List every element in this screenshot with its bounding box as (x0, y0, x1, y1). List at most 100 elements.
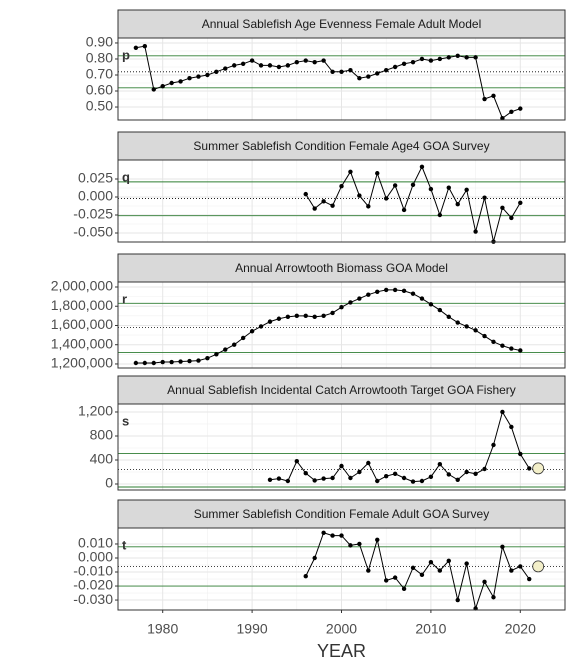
point (151, 360, 156, 366)
point (348, 475, 353, 481)
point (455, 53, 460, 58)
panel-title: Annual Sablefish Age Evenness Female Adu… (202, 17, 482, 31)
point (375, 478, 380, 484)
point (401, 586, 407, 592)
point (160, 359, 165, 365)
y-tick-label: 800 (90, 427, 114, 443)
panel-title: Summer Sablefish Condition Female Age4 G… (193, 139, 489, 153)
point (384, 67, 389, 73)
line (305, 532, 530, 611)
point (428, 474, 434, 479)
point (482, 579, 487, 585)
panel-label: s (122, 413, 129, 428)
point (312, 314, 317, 320)
point (321, 476, 326, 481)
point (303, 191, 308, 197)
point (303, 470, 308, 476)
point (410, 59, 416, 65)
point (410, 182, 416, 187)
point (491, 442, 496, 448)
point (419, 164, 425, 169)
point (491, 93, 496, 99)
point (410, 291, 416, 296)
point (321, 530, 326, 535)
highlight-point (532, 560, 545, 573)
point (196, 358, 201, 363)
panel-label: t (122, 537, 127, 552)
point (321, 58, 326, 63)
point (437, 56, 443, 62)
point (303, 574, 308, 579)
point (464, 187, 469, 193)
point (330, 69, 335, 74)
point (428, 186, 434, 192)
y-tick-label: 1,200,000 (51, 355, 113, 371)
point (473, 229, 478, 234)
y-tick-label: 400 (90, 451, 114, 467)
point (482, 466, 487, 472)
point (527, 466, 532, 471)
point (178, 79, 183, 84)
y-tick-label: 0.70 (86, 66, 113, 82)
point (151, 87, 156, 92)
point (392, 183, 398, 188)
point (455, 202, 460, 207)
point (357, 541, 362, 547)
point (160, 84, 165, 89)
point (375, 537, 380, 542)
point (419, 56, 425, 62)
point (312, 478, 317, 483)
point (518, 200, 523, 205)
point (276, 476, 282, 481)
point (133, 360, 139, 366)
point (366, 568, 371, 573)
point (232, 63, 237, 68)
point (375, 71, 380, 76)
point (375, 289, 380, 295)
point (294, 59, 299, 65)
point (500, 343, 505, 348)
y-tick-label: 0.025 (78, 170, 113, 186)
point (187, 358, 192, 364)
point (464, 561, 469, 566)
x-tick-label: 1980 (147, 621, 178, 637)
point (482, 96, 487, 102)
point (205, 355, 210, 361)
point (178, 359, 183, 364)
point (258, 63, 264, 68)
point (258, 324, 264, 329)
point (437, 307, 443, 313)
point (455, 320, 460, 325)
point (294, 458, 299, 464)
point (384, 287, 389, 293)
point (267, 319, 273, 324)
point (348, 67, 353, 73)
point (446, 314, 451, 320)
point (312, 555, 317, 561)
point (392, 575, 398, 580)
y-tick-label: 2,000,000 (51, 278, 113, 294)
point (232, 342, 237, 347)
point (509, 346, 514, 351)
point (339, 69, 344, 74)
point (330, 310, 335, 316)
point (223, 347, 228, 352)
y-tick-label: 0.60 (86, 82, 113, 98)
point (437, 212, 443, 218)
point (482, 195, 487, 200)
point (410, 479, 416, 484)
point (401, 207, 407, 213)
x-tick-label: 2000 (326, 621, 357, 637)
point (366, 460, 371, 466)
point (491, 339, 496, 345)
point (455, 597, 460, 603)
point (249, 58, 255, 63)
y-tick-label: 1,400,000 (51, 335, 113, 351)
point (330, 533, 335, 538)
x-axis-label: YEAR (317, 641, 366, 661)
point (401, 475, 407, 481)
point (491, 595, 496, 600)
point (285, 63, 291, 68)
point (401, 61, 407, 66)
point (384, 473, 389, 479)
